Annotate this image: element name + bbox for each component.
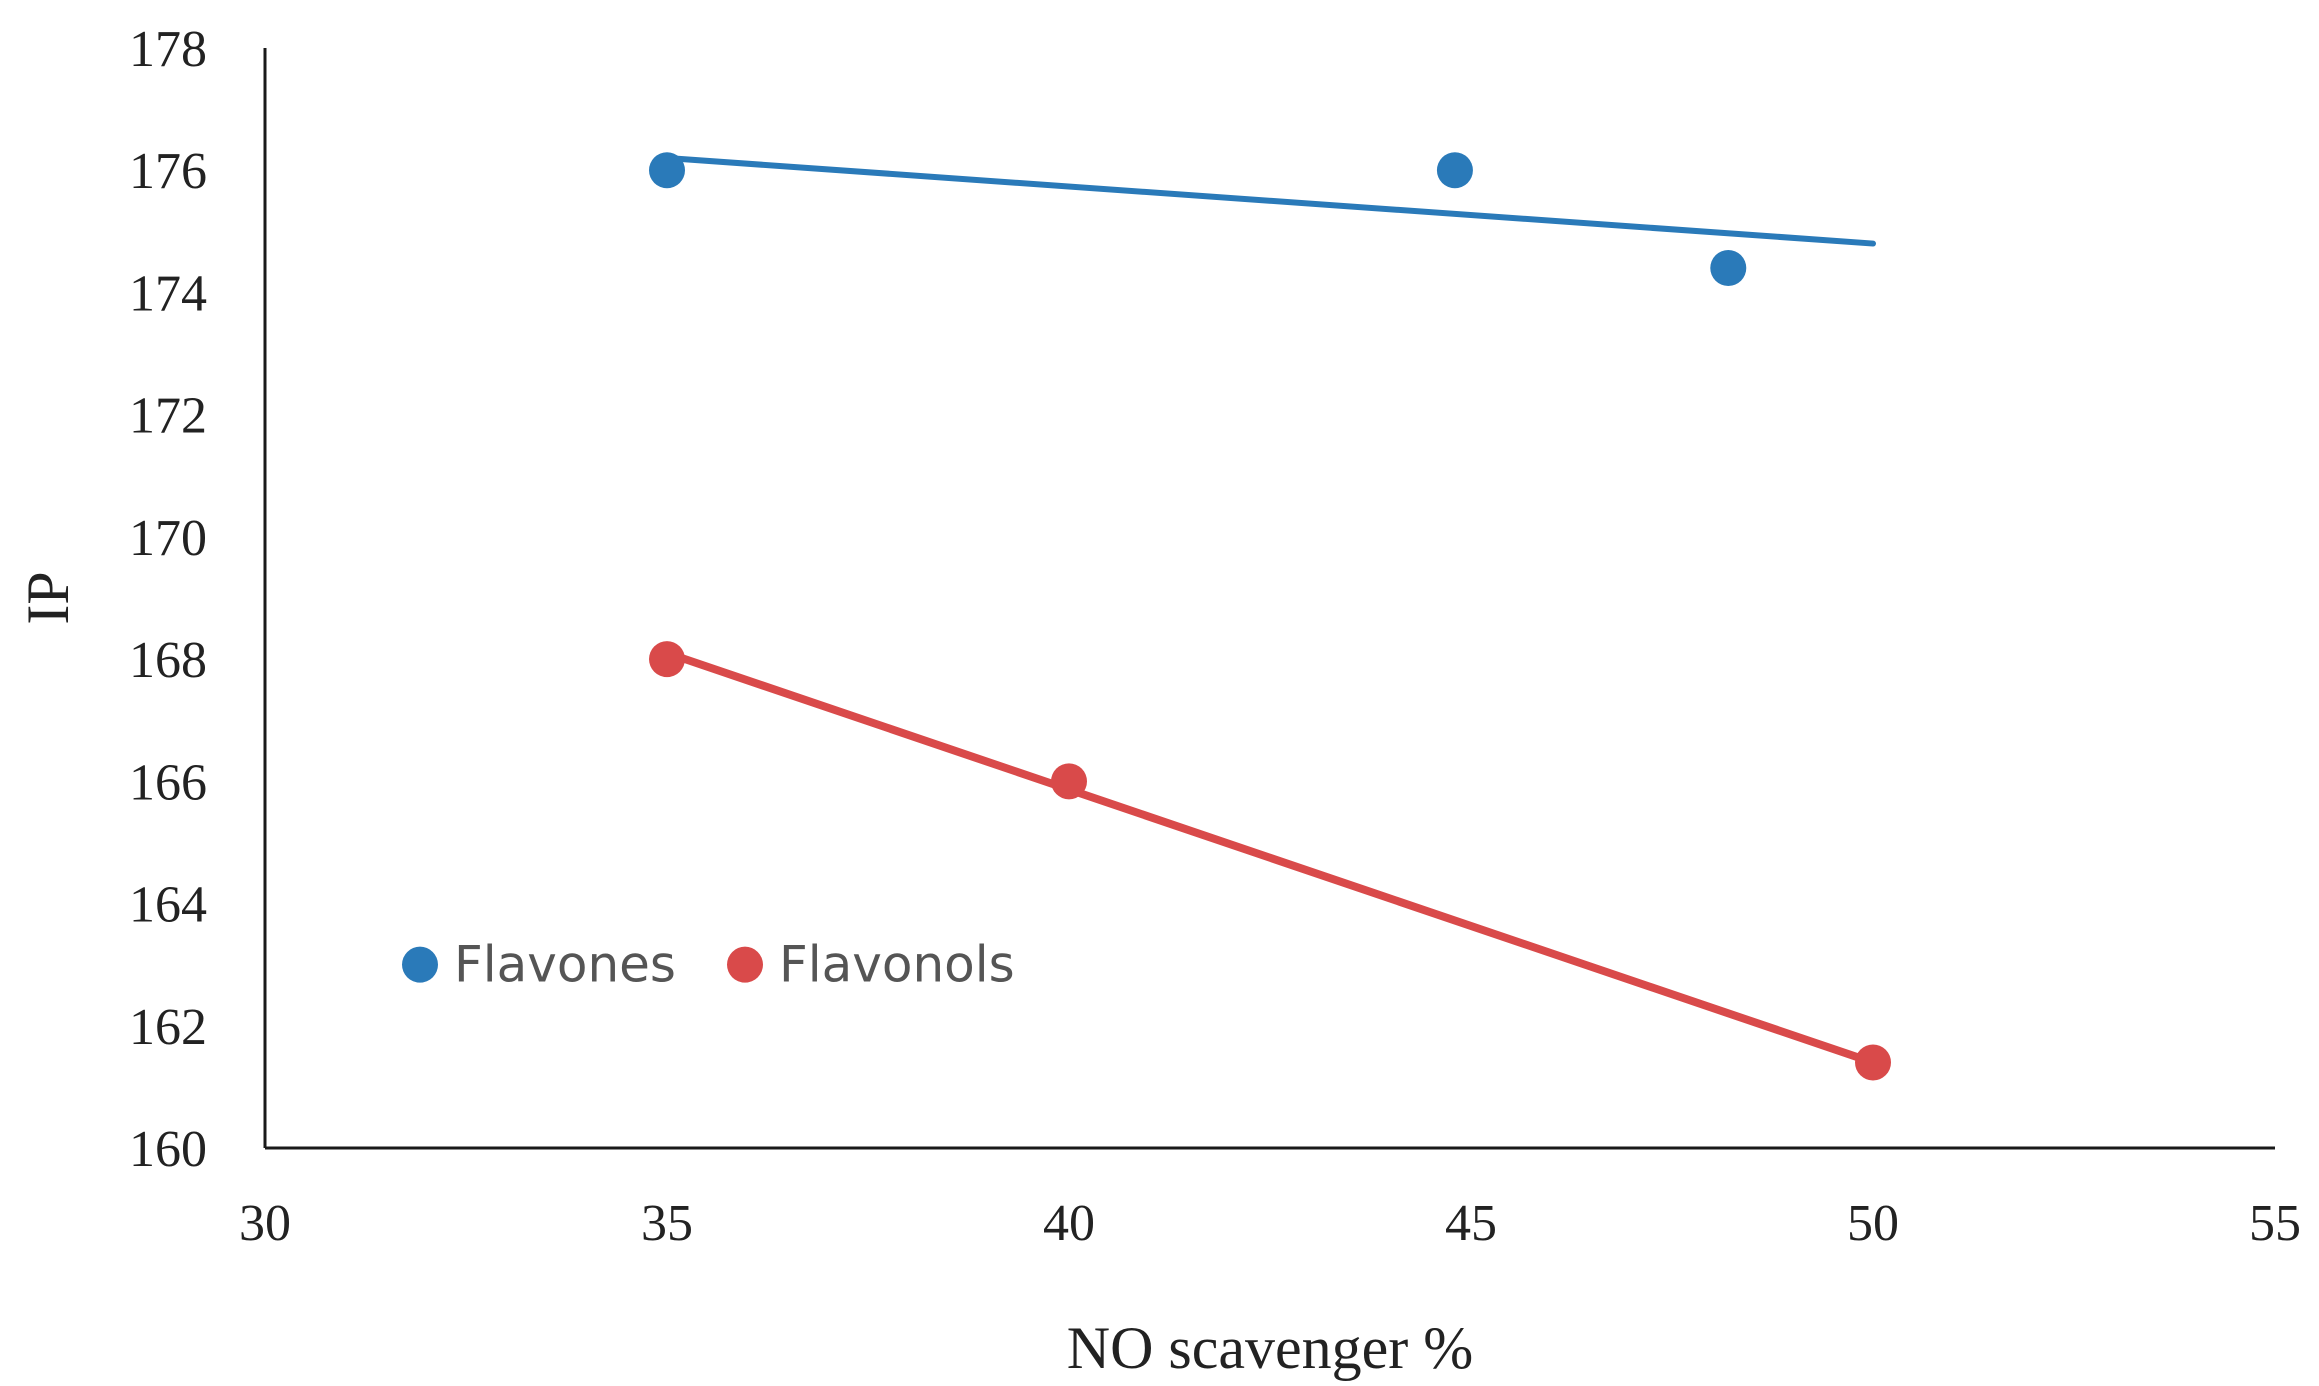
axes-group <box>263 48 2275 1150</box>
x-tick-label: 55 <box>2249 1195 2301 1252</box>
y-tick-label: 162 <box>129 999 207 1056</box>
y-tick-label: 166 <box>129 754 207 811</box>
y-tick-label: 174 <box>129 265 207 322</box>
y-tick-label: 168 <box>129 632 207 689</box>
flavones-trendline <box>664 155 1876 247</box>
flavonols-data-point <box>649 641 685 678</box>
flavones-data-point <box>1710 250 1747 286</box>
y-tick-label: 170 <box>129 510 207 567</box>
y-tick-label: 178 <box>129 21 207 78</box>
x-tick-label: 30 <box>239 1195 291 1252</box>
x-axis-title: NO scavenger % <box>1067 1315 1474 1381</box>
flavonols-trendline <box>663 649 1877 1067</box>
x-tick-label: 40 <box>1043 1195 1095 1252</box>
legend-marker-flavones <box>402 946 438 983</box>
x-tick-label: 50 <box>1847 1195 1899 1252</box>
flavonols-data-point <box>1051 763 1087 800</box>
trendlines-group <box>663 155 1877 1067</box>
legend-label-flavonols: Flavonols <box>779 936 1015 994</box>
legend-marker-flavonols <box>727 946 763 983</box>
tick-labels-group: 160 162 164 166 168 170 172 174 176 178 30 35 40 45 50… <box>129 21 2301 1252</box>
data-points-group <box>649 152 1891 1081</box>
legend: Flavones Flavonols <box>402 936 1015 994</box>
x-tick-label: 45 <box>1445 1195 1497 1252</box>
flavones-data-point <box>649 152 685 189</box>
y-axis-title: IP <box>15 571 81 624</box>
x-tick-label: 35 <box>641 1195 693 1252</box>
flavones-data-point <box>1436 152 1473 189</box>
flavonols-data-point <box>1855 1044 1891 1081</box>
legend-label-flavones: Flavones <box>454 936 676 994</box>
y-tick-label: 176 <box>129 143 207 200</box>
y-tick-label: 160 <box>129 1121 207 1178</box>
y-tick-label: 164 <box>129 877 207 934</box>
y-tick-label: 172 <box>129 388 207 445</box>
